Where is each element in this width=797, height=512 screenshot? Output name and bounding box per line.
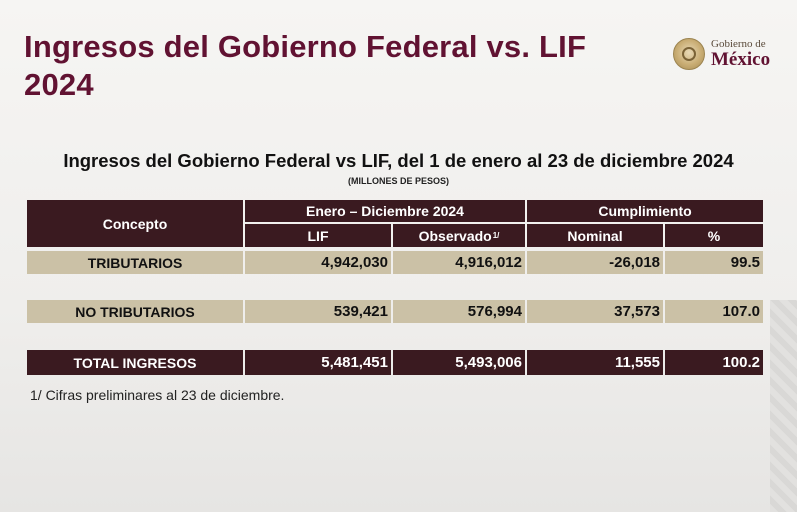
header-cumplimiento-label: Cumplimiento — [598, 203, 692, 219]
page-title: Ingresos del Gobierno Federal vs. LIF 20… — [24, 29, 587, 102]
table-row-concepto: TRIBUTARIOS — [27, 251, 243, 274]
logo-line-2: México — [711, 49, 771, 70]
table-cell-observado: 4,916,012 — [393, 251, 525, 274]
revenue-table: Concepto Enero – Diciembre 2024 Cumplimi… — [27, 200, 763, 377]
table-cell-lif: 4,942,030 — [245, 251, 391, 274]
logo-line-1: Gobierno de — [711, 38, 766, 50]
table-cell-pct: 99.5 — [665, 251, 763, 274]
decorative-pattern — [770, 300, 797, 512]
table-row-concepto: NO TRIBUTARIOS — [27, 300, 243, 323]
header-concepto-label: Concepto — [102, 215, 168, 232]
row-concepto-label: NO TRIBUTARIOS — [75, 303, 195, 320]
header-pct: % — [665, 224, 763, 247]
header-nominal-label: Nominal — [567, 227, 623, 244]
table-cell-nominal: 37,573 — [527, 300, 663, 323]
header-nominal: Nominal — [527, 224, 663, 247]
table-cell-lif: 5,481,451 — [245, 350, 391, 375]
footnote-marker: 1/ — [492, 231, 500, 240]
table-cell-pct: 100.2 — [665, 350, 763, 375]
table-cell-nominal: -26,018 — [527, 251, 663, 274]
gobierno-mexico-logo: Gobierno de México — [673, 36, 793, 72]
coat-of-arms-icon — [673, 38, 705, 70]
row-concepto-label: TOTAL INGRESOS — [73, 354, 197, 371]
logo-text: Gobierno de México — [711, 38, 771, 70]
table-cell-observado: 576,994 — [393, 300, 525, 323]
table-title: Ingresos del Gobierno Federal vs LIF, de… — [63, 150, 734, 171]
row-concepto-label: TRIBUTARIOS — [87, 254, 183, 271]
header-observado: Observado 1/ — [393, 224, 525, 247]
header-lif: LIF — [245, 224, 391, 247]
header-lif-label: LIF — [307, 227, 329, 244]
footnote: 1/ Cifras preliminares al 23 de diciembr… — [30, 387, 285, 403]
table-row-concepto: TOTAL INGRESOS — [27, 350, 243, 375]
header-periodo-label: Enero – Diciembre 2024 — [306, 203, 464, 219]
table-subtitle: (MILLONES DE PESOS) — [347, 176, 449, 186]
header-concepto: Concepto — [27, 200, 243, 247]
header-cumplimiento: Cumplimiento — [527, 200, 763, 222]
header-periodo: Enero – Diciembre 2024 — [245, 200, 525, 222]
table-cell-observado: 5,493,006 — [393, 350, 525, 375]
header-observado-label: Observado — [418, 227, 492, 244]
header-pct-label: % — [707, 227, 721, 244]
table-cell-lif: 539,421 — [245, 300, 391, 323]
table-cell-nominal: 11,555 — [527, 350, 663, 375]
table-cell-pct: 107.0 — [665, 300, 763, 323]
